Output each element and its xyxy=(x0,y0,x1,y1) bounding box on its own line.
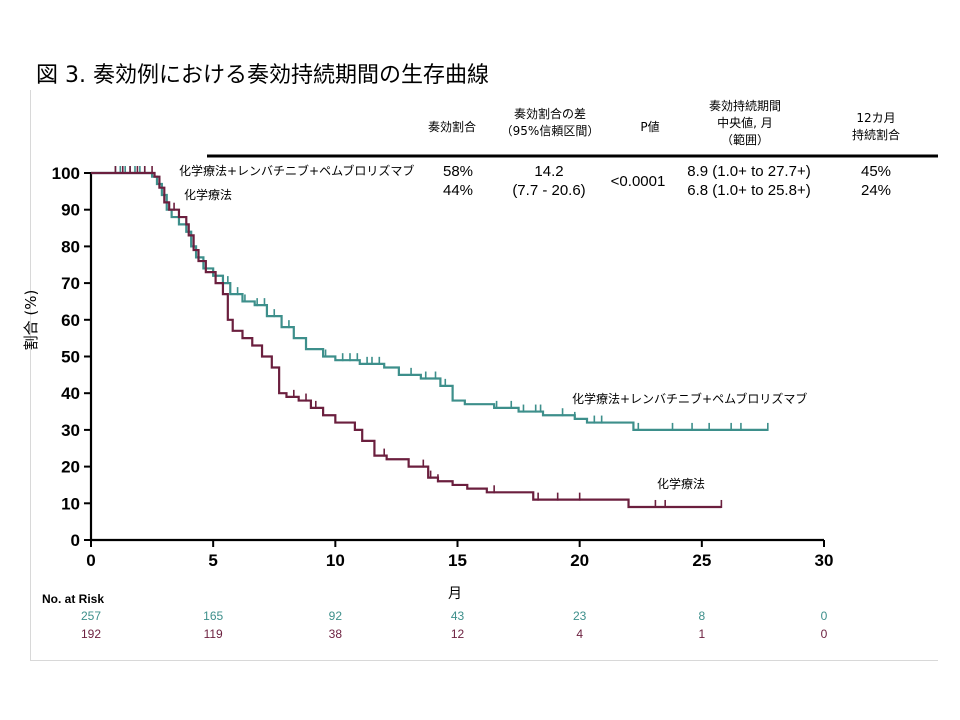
row1-duration: 8.9 (1.0+ to 27.7+) xyxy=(687,163,810,180)
row1-diff: 14.2 xyxy=(534,163,563,180)
curve-label-chemo: 化学療法 xyxy=(657,476,705,491)
row1-label: 化学療法+レンバチニブ+ペムブロリズマブ xyxy=(179,163,414,178)
risk-count: 12 xyxy=(451,627,465,641)
figure-frame xyxy=(30,90,938,661)
header-duration-line1: 奏効持続期間 xyxy=(709,98,781,113)
header-duration-line2: 中央値, 月 xyxy=(717,115,773,130)
x-tick-label: 10 xyxy=(326,551,345,570)
x-tick-label: 20 xyxy=(570,551,589,570)
risk-count: 192 xyxy=(81,627,101,641)
risk-table: 257 165 92 43 23 8 0 192 119 38 12 4 1 0 xyxy=(81,609,828,641)
y-tick-label: 80 xyxy=(61,237,80,256)
risk-count: 257 xyxy=(81,609,101,623)
row2-label: 化学療法 xyxy=(184,187,232,202)
header-diff-line1: 奏効割合の差 xyxy=(514,106,586,121)
y-tick-label: 30 xyxy=(61,421,80,440)
y-tick-label: 40 xyxy=(61,384,80,403)
axes: 0 10 20 30 40 50 60 70 80 90 100 0 5 10 15 20 25 30 xyxy=(52,164,834,570)
risk-count: 4 xyxy=(576,627,583,641)
x-axis-title: 月 xyxy=(448,586,462,602)
header-p-value: P値 xyxy=(640,119,659,134)
risk-count: 0 xyxy=(821,627,828,641)
risk-count: 119 xyxy=(204,627,223,641)
x-tick-label: 5 xyxy=(208,551,217,570)
risk-count: 38 xyxy=(329,627,343,641)
row2-12m: 24% xyxy=(861,182,891,199)
y-tick-label: 90 xyxy=(61,201,80,220)
summary-table-header: 奏効割合 奏効割合の差 （95%信頼区間） P値 奏効持続期間 中央値, 月 （… xyxy=(207,98,938,158)
header-12m-line1: 12カ月 xyxy=(856,111,895,125)
header-12m-line2: 持続割合 xyxy=(852,127,900,142)
y-axis-title: 割合 (%) xyxy=(22,290,40,351)
risk-count: 92 xyxy=(329,609,343,623)
row1-rate: 58% xyxy=(443,163,473,180)
risk-count: 1 xyxy=(698,627,705,641)
row2-diff-ci: (7.7 - 20.6) xyxy=(512,182,585,199)
p-value: <0.0001 xyxy=(611,173,666,190)
curve-label-combo: 化学療法+レンバチニブ+ペムブロリズマブ xyxy=(572,391,807,406)
y-tick-label: 0 xyxy=(71,531,80,550)
header-duration-line3: （範囲） xyxy=(721,132,769,147)
summary-table-rows: 化学療法+レンバチニブ+ペムブロリズマブ 化学療法 58% 44% 14.2 (… xyxy=(179,163,891,202)
risk-count: 0 xyxy=(821,609,828,623)
risk-table-header: No. at Risk xyxy=(42,592,104,606)
header-diff-line2: （95%信頼区間） xyxy=(501,124,600,138)
y-tick-label: 10 xyxy=(61,494,80,513)
x-tick-label: 25 xyxy=(692,551,711,570)
risk-count: 8 xyxy=(698,609,705,623)
figure-title: 図 3. 奏効例における奏効持続期間の生存曲線 xyxy=(36,63,489,88)
risk-count: 165 xyxy=(203,609,223,623)
x-tick-label: 30 xyxy=(815,551,834,570)
y-tick-label: 70 xyxy=(61,274,80,293)
header-response-rate: 奏効割合 xyxy=(428,119,476,134)
x-tick-label: 0 xyxy=(86,551,95,570)
y-tick-label: 100 xyxy=(52,164,80,183)
series-layer xyxy=(91,166,769,509)
risk-count: 23 xyxy=(573,609,587,623)
row2-rate: 44% xyxy=(443,182,473,199)
x-tick-label: 15 xyxy=(448,551,467,570)
risk-count: 43 xyxy=(451,609,465,623)
row1-12m: 45% xyxy=(861,163,891,180)
row2-duration: 6.8 (1.0+ to 25.8+) xyxy=(687,182,810,199)
y-tick-label: 50 xyxy=(61,348,80,367)
y-tick-label: 60 xyxy=(61,311,80,330)
km-curve-1 xyxy=(91,171,722,509)
y-tick-label: 20 xyxy=(61,458,80,477)
km-curve-0 xyxy=(91,171,768,431)
